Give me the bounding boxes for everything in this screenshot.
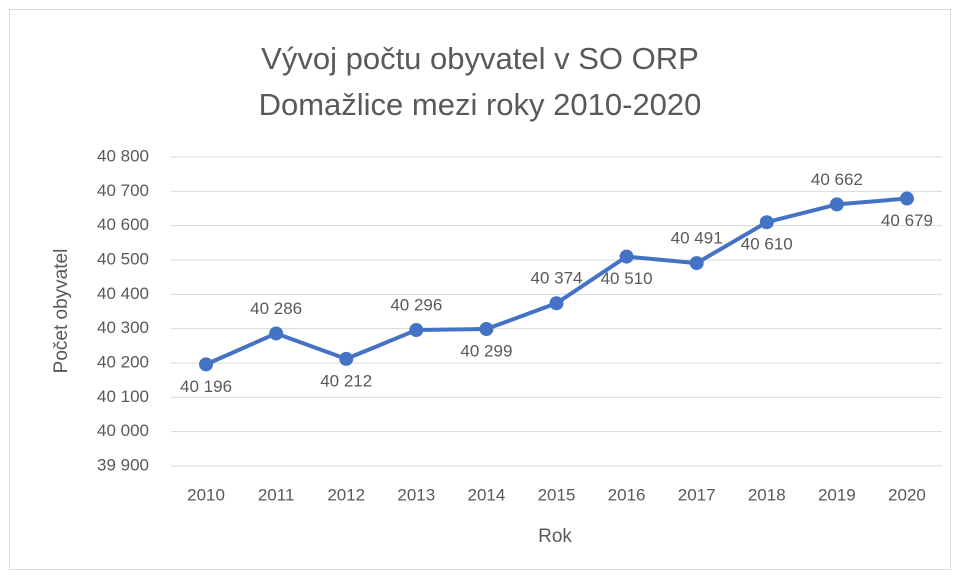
data-label: 40 286	[250, 299, 302, 318]
x-tick-label: 2011	[258, 485, 295, 504]
chart-title: Vývoj počtu obyvatel v SO ORP Domažlice …	[258, 41, 702, 122]
data-label: 40 491	[671, 229, 723, 248]
point	[689, 256, 704, 271]
data-label: 40 610	[741, 235, 793, 254]
y-tick-label: 40 500	[97, 249, 149, 268]
y-tick-label: 40 000	[97, 421, 149, 440]
point	[199, 357, 214, 372]
x-tick-label: 2020	[888, 485, 926, 504]
data-label: 40 296	[390, 296, 442, 315]
point	[829, 197, 844, 212]
y-axis-label: Počet obyvatel	[51, 249, 72, 374]
y-tick-label: 40 200	[97, 352, 149, 371]
point	[549, 296, 564, 311]
point	[269, 326, 284, 341]
data-label: 40 196	[180, 377, 232, 396]
point	[899, 191, 914, 206]
data-label: 40 299	[460, 341, 512, 360]
data-label: 40 212	[320, 371, 372, 390]
x-tick-label: 2017	[678, 485, 716, 504]
point	[409, 323, 424, 338]
point	[479, 322, 494, 337]
y-tick-label: 40 700	[97, 181, 149, 200]
y-tick-label: 40 800	[97, 146, 149, 165]
y-tick-label: 39 900	[97, 455, 149, 474]
y-tick-label: 40 300	[97, 318, 149, 337]
x-tick-label: 2014	[467, 485, 505, 504]
x-tick-label: 2016	[608, 485, 646, 504]
x-tick-label: 2018	[748, 485, 786, 504]
y-tick-label: 40 100	[97, 387, 149, 406]
data-label: 40 374	[531, 269, 583, 288]
x-tick-label: 2019	[818, 485, 856, 504]
data-label: 40 679	[881, 211, 933, 230]
x-tick-label: 2012	[327, 485, 365, 504]
x-tick-label: 2013	[397, 485, 435, 504]
y-tick-label: 40 600	[97, 215, 149, 234]
point	[619, 249, 634, 264]
point	[759, 215, 774, 230]
x-tick-label: 2010	[187, 485, 225, 504]
point	[339, 351, 354, 366]
chart-border	[9, 9, 951, 570]
data-label: 40 662	[811, 170, 863, 189]
x-tick-label: 2015	[538, 485, 576, 504]
data-label: 40 510	[601, 269, 653, 288]
y-tick-label: 40 400	[97, 284, 149, 303]
x-axis-label: Rok	[538, 526, 572, 547]
